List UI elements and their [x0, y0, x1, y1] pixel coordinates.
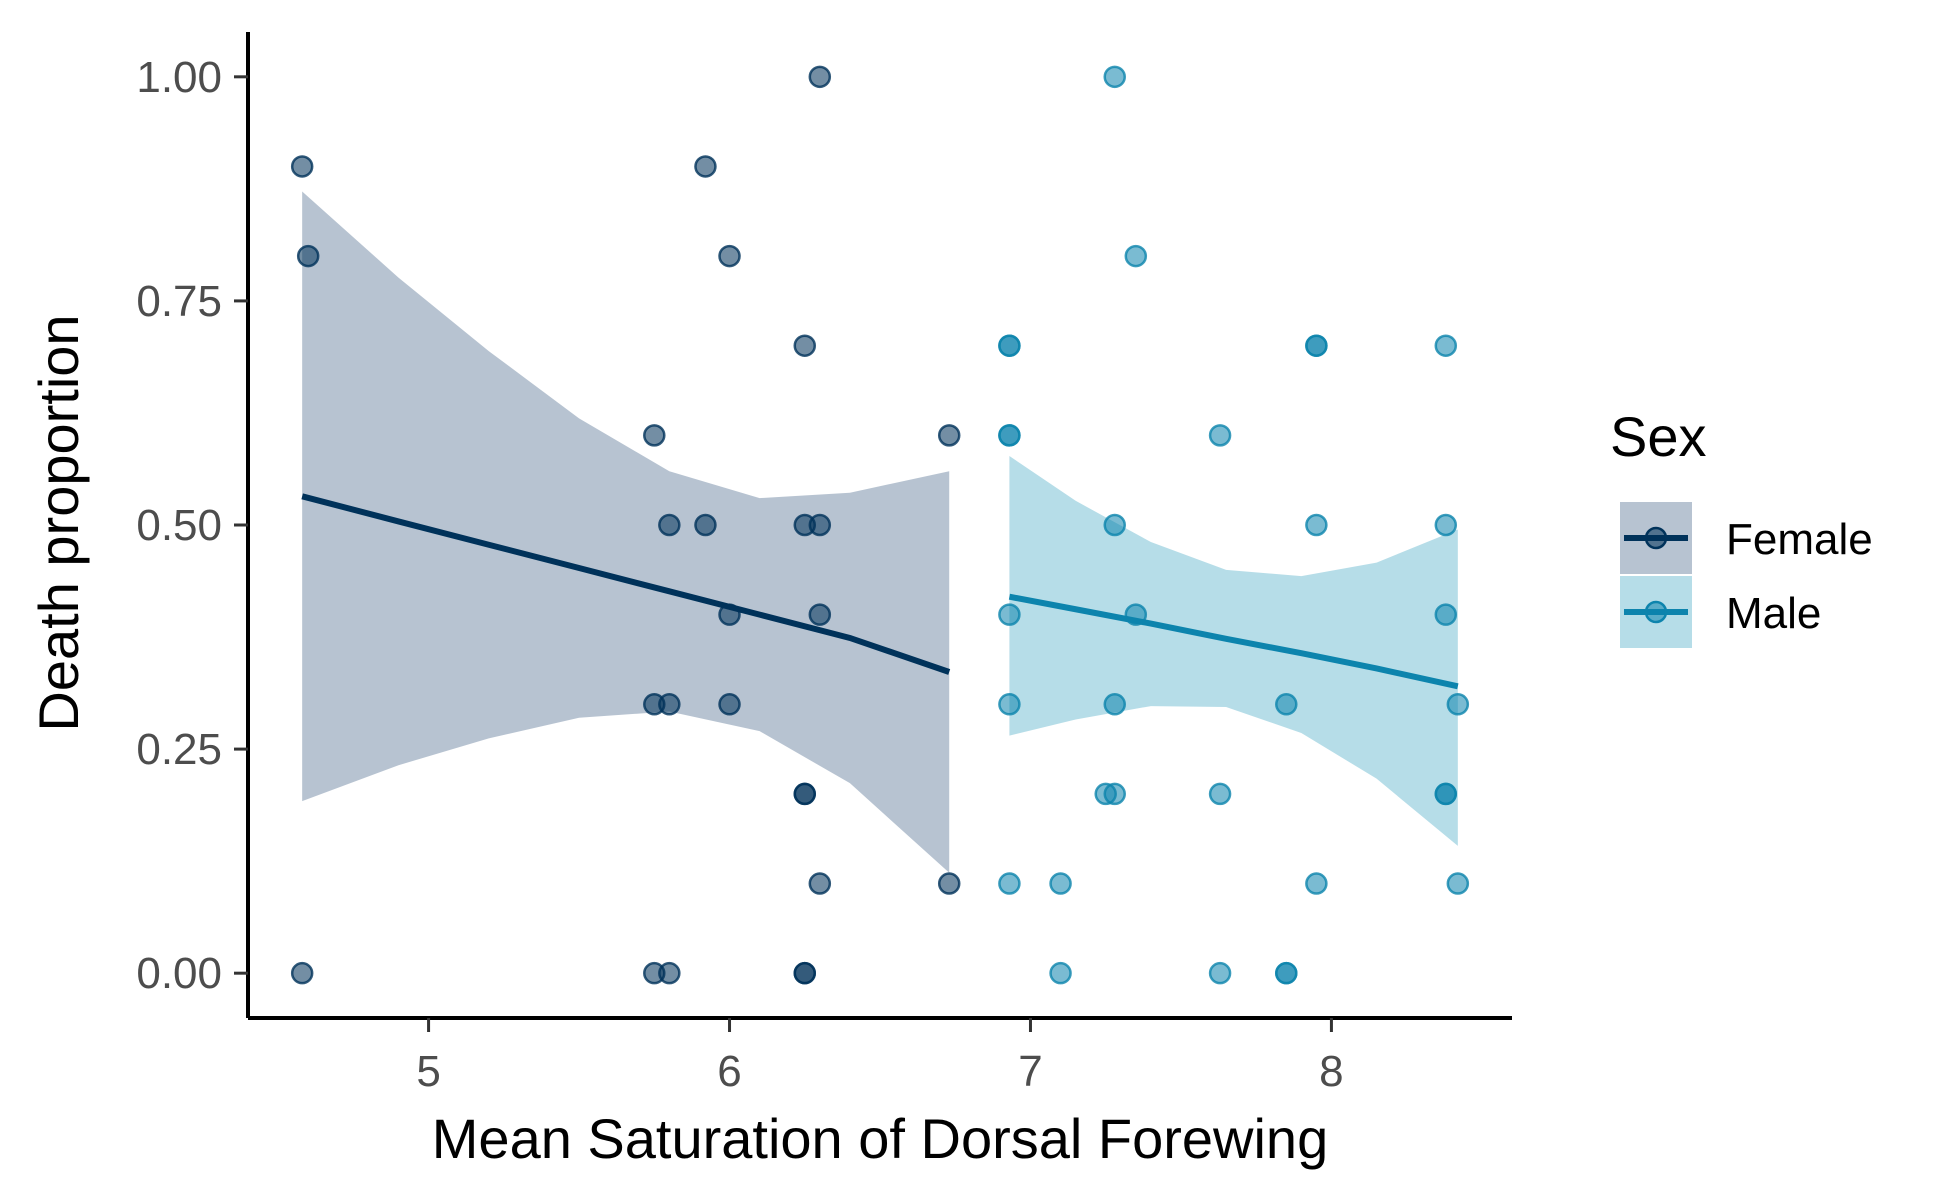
- female-data-point: [290, 961, 314, 985]
- male-data-point: [1305, 334, 1328, 357]
- legend-item-female: Female: [1620, 502, 1873, 574]
- female-fit-line: [301, 493, 951, 675]
- y-tick-label: 0.00: [136, 949, 222, 998]
- y-tick-label: 0.50: [136, 501, 222, 550]
- legend-key-point: [1644, 526, 1668, 550]
- y-axis-ticks: 0.00 0.25 0.50 0.75 1.00: [136, 53, 248, 998]
- female-data-point: [793, 782, 817, 806]
- y-tick-label: 1.00: [136, 53, 222, 102]
- female-data-point: [793, 961, 817, 985]
- legend-title: Sex: [1610, 405, 1707, 468]
- x-tick-label: 7: [1018, 1047, 1042, 1096]
- male-data-point: [998, 693, 1021, 716]
- male-data-point: [1275, 693, 1298, 716]
- male-data-point: [1208, 424, 1232, 447]
- male-confidence-band: [1009, 455, 1458, 846]
- male-data-point: [1103, 693, 1126, 716]
- legend-keys: Female Male: [1620, 502, 1873, 648]
- male-data-point: [1305, 872, 1328, 895]
- female-data-point: [808, 65, 832, 89]
- x-tick-label: 5: [416, 1047, 440, 1096]
- confidence-bands: [302, 191, 1458, 873]
- male-data-point: [1434, 603, 1458, 626]
- female-data-point: [694, 513, 717, 537]
- female-data-point: [793, 334, 817, 357]
- female-data-point: [658, 693, 681, 716]
- male-data-point: [1103, 65, 1126, 89]
- legend: Sex Female Male: [1610, 405, 1873, 648]
- male-data-point: [1103, 782, 1126, 806]
- plot-area: [290, 65, 1470, 985]
- male-data-point: [1208, 782, 1232, 806]
- fit-lines: [301, 493, 1459, 690]
- female-data-point: [718, 244, 741, 268]
- female-data-point: [658, 513, 681, 537]
- legend-label-female: Female: [1726, 515, 1873, 564]
- male-data-point: [1208, 961, 1232, 985]
- male-data-point: [998, 872, 1021, 895]
- x-tick-label: 6: [717, 1047, 741, 1096]
- male-data-point: [998, 603, 1021, 626]
- y-axis-title: Death proportion: [27, 314, 90, 731]
- female-data-point: [937, 872, 961, 895]
- female-data-point: [937, 424, 961, 447]
- x-tick-label: 8: [1319, 1047, 1343, 1096]
- x-axis-ticks: 5 6 7 8: [416, 1018, 1344, 1096]
- male-data-point: [998, 334, 1021, 357]
- male-data-point: [1434, 334, 1458, 357]
- male-data-point: [1305, 513, 1328, 537]
- legend-item-male: Male: [1620, 576, 1821, 648]
- male-fit-line: [1008, 593, 1459, 690]
- male-data-point: [1049, 872, 1072, 895]
- female-data-point: [808, 603, 832, 626]
- female-confidence-band: [302, 191, 950, 873]
- y-tick-label: 0.25: [136, 725, 222, 774]
- x-axis-title: Mean Saturation of Dorsal Forewing: [432, 1107, 1328, 1170]
- male-data-point: [1434, 782, 1458, 806]
- male-data-point: [1446, 693, 1470, 716]
- legend-label-male: Male: [1726, 589, 1821, 638]
- female-data-point: [808, 513, 832, 537]
- female-data-point: [808, 872, 832, 895]
- female-data-point: [296, 244, 320, 268]
- male-data-point: [1049, 961, 1072, 985]
- male-data-point: [1124, 244, 1148, 268]
- data-points: [290, 65, 1470, 985]
- female-data-point: [290, 155, 314, 178]
- y-tick-label: 0.75: [136, 277, 222, 326]
- male-data-point: [1103, 513, 1126, 537]
- female-data-point: [643, 424, 666, 447]
- male-data-point: [998, 424, 1021, 447]
- male-data-point: [1446, 872, 1470, 895]
- female-data-point: [718, 693, 741, 716]
- female-data-point: [694, 155, 717, 178]
- male-data-point: [1434, 513, 1458, 537]
- female-data-point: [658, 961, 681, 985]
- male-data-point: [1275, 961, 1298, 985]
- legend-key-point: [1644, 600, 1668, 624]
